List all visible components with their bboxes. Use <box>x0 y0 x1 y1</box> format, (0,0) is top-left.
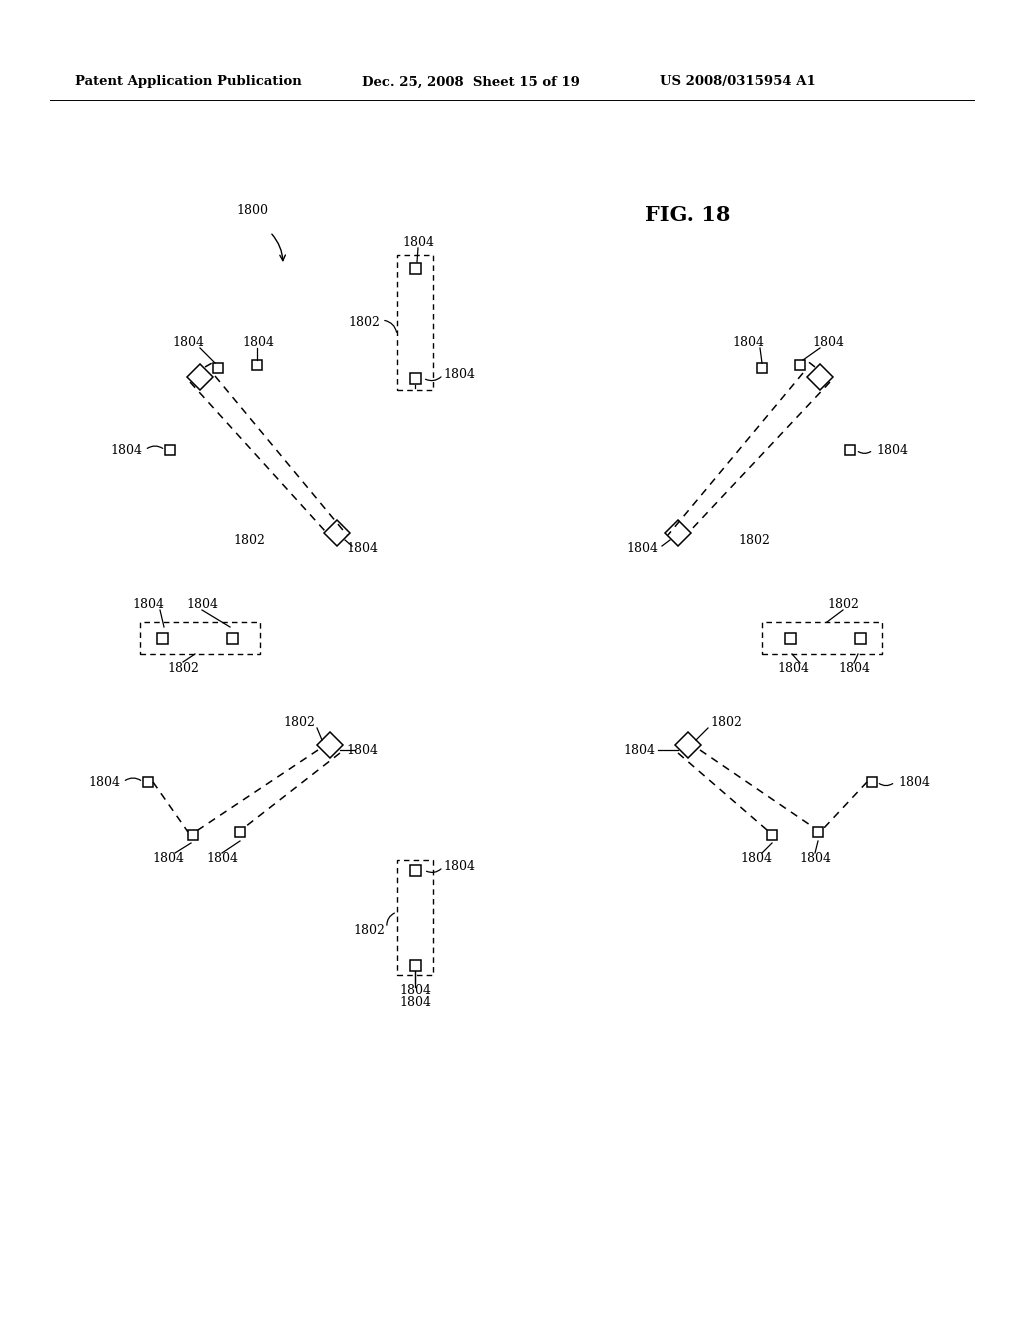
Text: 1804: 1804 <box>172 337 204 350</box>
Bar <box>397 861 433 975</box>
Text: US 2008/0315954 A1: US 2008/0315954 A1 <box>660 75 816 88</box>
Text: 1802: 1802 <box>353 924 385 936</box>
Bar <box>757 363 767 374</box>
Text: FIG. 18: FIG. 18 <box>645 205 730 224</box>
Bar <box>165 445 175 455</box>
Bar <box>410 960 421 970</box>
Text: 1802: 1802 <box>710 717 741 730</box>
Text: 1804: 1804 <box>777 661 809 675</box>
Bar <box>157 632 168 644</box>
Bar <box>867 777 877 787</box>
Text: 1804: 1804 <box>346 541 378 554</box>
Text: 1802: 1802 <box>348 315 380 329</box>
Text: 1804: 1804 <box>799 851 831 865</box>
Bar <box>234 828 245 837</box>
Text: 1804: 1804 <box>443 368 475 381</box>
Text: 1802: 1802 <box>738 533 770 546</box>
Bar <box>795 360 805 370</box>
Text: 1804: 1804 <box>88 776 120 788</box>
Text: 1804: 1804 <box>242 337 274 350</box>
Bar <box>784 632 796 644</box>
Text: 1804: 1804 <box>838 661 870 675</box>
Bar <box>226 632 238 644</box>
Text: 1804: 1804 <box>132 598 164 611</box>
Bar <box>410 263 421 273</box>
Bar <box>410 865 421 875</box>
Bar <box>213 363 223 374</box>
Bar <box>252 360 262 370</box>
Text: 1804: 1804 <box>623 743 655 756</box>
Text: 1804: 1804 <box>402 235 434 248</box>
Text: 1804: 1804 <box>206 851 238 865</box>
Text: 1804: 1804 <box>399 983 431 997</box>
Text: 1804: 1804 <box>110 444 142 457</box>
Text: 1804: 1804 <box>732 337 764 350</box>
Bar <box>410 372 421 384</box>
Bar <box>767 830 777 840</box>
Bar <box>140 622 260 653</box>
Text: Patent Application Publication: Patent Application Publication <box>75 75 302 88</box>
Bar <box>845 445 855 455</box>
Text: 1804: 1804 <box>898 776 930 788</box>
Text: 1802: 1802 <box>167 661 199 675</box>
Text: 1804: 1804 <box>812 337 844 350</box>
Text: 1800: 1800 <box>236 203 268 216</box>
Text: 1802: 1802 <box>233 533 265 546</box>
Bar <box>397 255 433 389</box>
Bar <box>854 632 865 644</box>
Text: 1804: 1804 <box>152 851 184 865</box>
Bar <box>762 622 882 653</box>
Bar <box>188 830 198 840</box>
Bar <box>143 777 153 787</box>
Text: 1804: 1804 <box>740 851 772 865</box>
Text: 1802: 1802 <box>827 598 859 611</box>
Bar <box>813 828 823 837</box>
Text: 1804: 1804 <box>186 598 218 611</box>
Text: 1804: 1804 <box>876 444 908 457</box>
Text: 1802: 1802 <box>283 717 315 730</box>
Text: 1804: 1804 <box>346 743 378 756</box>
Text: 1804: 1804 <box>626 541 658 554</box>
Text: Dec. 25, 2008  Sheet 15 of 19: Dec. 25, 2008 Sheet 15 of 19 <box>362 75 580 88</box>
Text: 1804: 1804 <box>399 997 431 1010</box>
Text: 1804: 1804 <box>443 861 475 874</box>
